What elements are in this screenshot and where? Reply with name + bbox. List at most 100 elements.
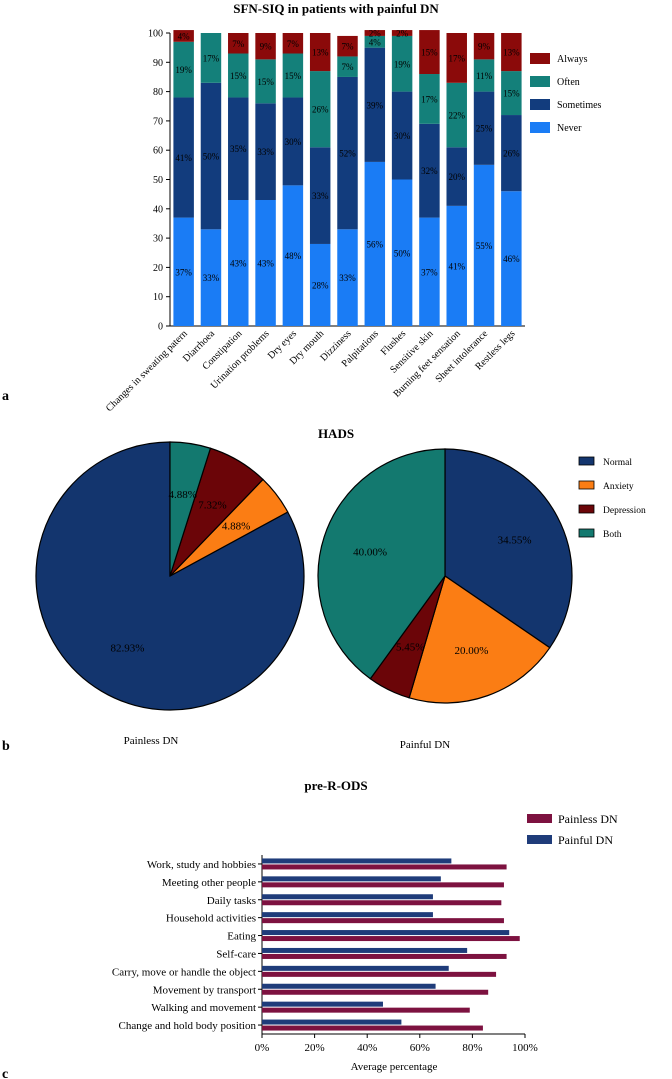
y-tick-label-change-and-hold-body-position: Change and hold body position (119, 1020, 257, 1032)
bar-segment-sometimes-urination-problems (255, 103, 276, 201)
y-tick-label: 0 (158, 322, 163, 333)
bar-segment-always-dry-mouth (309, 33, 331, 72)
y-tick-label: 90 (153, 58, 163, 69)
chart-b-legend: Normal Anxiety Depression Both (578, 456, 646, 540)
bar-painless-dn-eating (262, 936, 520, 942)
bar-segment-sometimes-sensitive-skin (419, 123, 440, 218)
data-label-sometimes-constipation: 35% (230, 144, 247, 154)
bar-segment-never-flushes (391, 179, 413, 326)
data-label-always-burning-feet-sensation: 17% (448, 53, 465, 63)
bar-segment-often-restless-legs (501, 71, 522, 116)
data-label-often-restless-legs: 15% (503, 89, 520, 99)
pie-label-painless-dn-anxiety: 4.88% (222, 521, 250, 533)
data-label-sometimes-restless-legs: 26% (503, 149, 520, 159)
data-label-always-dizziness: 7% (342, 42, 355, 52)
data-label-never-changes-in-sweating-patern: 37% (175, 267, 192, 277)
bar-segment-sometimes-burning-feet-sensation (446, 147, 467, 206)
data-label-always-constipation: 7% (232, 39, 245, 49)
data-label-often-changes-in-sweating-patern: 19% (175, 65, 192, 75)
data-label-never-restless-legs: 46% (503, 254, 520, 264)
x-tick-label: 40% (357, 1042, 377, 1054)
chart-a-category-labels: Changes in sweating paternDiarrhoeaConst… (104, 328, 518, 414)
legend-swatch-both (578, 528, 595, 538)
bar-painful-dn-change-and-hold-body-position (262, 1019, 402, 1025)
chart-c-xlabel: Average percentage (351, 1061, 438, 1073)
bar-segment-often-flushes (391, 35, 413, 92)
x-tick-label: 20% (305, 1042, 325, 1054)
y-tick-label: 10 (153, 292, 163, 303)
legend-label-both: Both (603, 530, 622, 540)
bar-painless-dn-self-care (262, 953, 507, 959)
bar-painful-dn-walking-and-movement (262, 1001, 383, 1007)
bar-segment-never-dry-eyes (282, 185, 304, 326)
bar-segment-sometimes-palpitations (364, 47, 386, 162)
y-tick-label-household-activities: Household activities (166, 913, 256, 925)
bar-segment-often-sensitive-skin (419, 74, 440, 124)
bar-segment-sometimes-diarrhoea (200, 82, 222, 230)
data-label-often-palpitations: 4% (369, 37, 382, 47)
bar-segment-never-diarrhoea (200, 229, 222, 326)
y-tick-label-movement-by-transport: Movement by transport (153, 984, 256, 996)
y-tick-label-meeting-other-people: Meeting other people (162, 877, 256, 889)
bar-segment-often-burning-feet-sensation (446, 82, 467, 148)
data-label-never-sensitive-skin: 37% (421, 267, 438, 277)
x-tick-label: 0% (255, 1042, 270, 1054)
pie-label-painless-dn-normal: 82.93% (111, 642, 145, 654)
bar-painful-dn-carry-move-or-handle-the-object (262, 965, 449, 971)
legend-label-normal: Normal (603, 458, 632, 468)
x-tick-label: 80% (462, 1042, 482, 1054)
bar-segment-never-dizziness (337, 229, 358, 326)
bar-painless-dn-carry-move-or-handle-the-object (262, 971, 497, 977)
bar-segment-always-constipation (228, 33, 249, 54)
bar-segment-always-urination-problems (255, 33, 276, 60)
chart-a-legend: Always Often Sometimes Never (530, 53, 602, 134)
panel-b: HADS 82.93%4.88%7.32%4.88% 34.55%20.00%5… (2, 426, 646, 754)
data-label-always-sheet-intolerance: 9% (478, 42, 491, 52)
x-tick-label: 100% (512, 1042, 538, 1054)
bar-painful-dn-eating (262, 930, 510, 936)
bar-segment-never-changes-in-sweating-patern (173, 217, 194, 326)
panel-label-a: a (2, 389, 9, 404)
pie-label-painful-dn-depression: 5.45% (396, 642, 424, 654)
data-label-sometimes-dry-eyes: 30% (285, 137, 302, 147)
bar-segment-often-diarrhoea (200, 33, 222, 83)
x-tick-label-changes-in-sweating-patern: Changes in sweating patern (104, 328, 190, 414)
legend-swatch-never (530, 122, 550, 133)
data-label-often-constipation: 15% (230, 71, 247, 81)
bar-segment-never-sheet-intolerance (473, 164, 495, 326)
y-tick-label: 80 (153, 87, 163, 98)
bar-segment-sometimes-dry-mouth (309, 147, 331, 244)
bar-segment-always-sensitive-skin (419, 30, 440, 75)
data-label-never-constipation: 43% (230, 259, 247, 269)
legend-swatch-anxiety (578, 480, 595, 490)
legend-label-painful-dn: Painful DN (558, 833, 613, 847)
data-label-sometimes-palpitations: 39% (367, 100, 384, 110)
legend-label-never: Never (557, 123, 582, 134)
bar-segment-often-constipation (228, 53, 249, 98)
bar-painless-dn-daily-tasks (262, 900, 502, 906)
legend-label-anxiety: Anxiety (603, 482, 634, 492)
data-label-often-sensitive-skin: 17% (421, 94, 438, 104)
data-label-never-urination-problems: 43% (257, 259, 274, 269)
chart-a-data-labels: 37% 41% 19% 4% 33% 50% 17% 43% 35% 15% 7% 43% 33% 15%… (175, 29, 520, 291)
chart-c-title: pre-R-ODS (304, 778, 367, 793)
y-tick-label-daily-tasks: Daily tasks (207, 895, 256, 907)
data-label-sometimes-sheet-intolerance: 25% (476, 124, 493, 134)
data-label-never-burning-feet-sensation: 41% (448, 261, 465, 271)
bar-segment-always-flushes (391, 30, 413, 36)
legend-label-depression: Depression (603, 506, 646, 516)
y-tick-label: 20 (153, 263, 163, 274)
legend-swatch-often (530, 76, 550, 87)
data-label-always-flushes: 2% (396, 29, 409, 39)
data-label-often-urination-problems: 15% (257, 77, 274, 87)
data-label-sometimes-changes-in-sweating-patern: 41% (175, 153, 192, 163)
bar-painful-dn-household-activities (262, 912, 433, 918)
data-label-never-flushes: 50% (394, 248, 411, 258)
data-label-sometimes-dry-mouth: 33% (312, 191, 329, 201)
data-label-often-flushes: 19% (394, 59, 411, 69)
bar-painless-dn-change-and-hold-body-position (262, 1025, 483, 1031)
bar-segment-never-dry-mouth (309, 243, 331, 326)
bar-segment-never-sensitive-skin (419, 217, 440, 326)
y-tick-label: 50 (153, 175, 163, 186)
